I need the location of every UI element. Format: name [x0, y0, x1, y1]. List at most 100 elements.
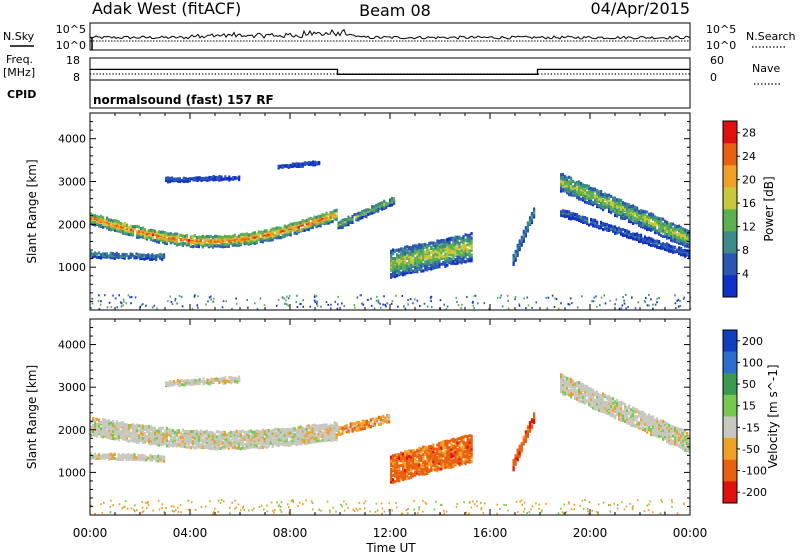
echo-cell	[442, 442, 445, 446]
echo-cell	[564, 383, 567, 387]
echo-cell	[600, 396, 603, 400]
echo-cell	[97, 456, 101, 460]
echo-cell	[396, 266, 399, 270]
echo-cell	[578, 185, 581, 189]
echo-cell	[394, 473, 397, 477]
echo-cell	[135, 233, 139, 237]
echo-cell	[638, 209, 641, 213]
echo-cell	[408, 469, 411, 473]
echo-cell	[175, 243, 178, 247]
echo-cell	[203, 438, 206, 442]
echo-cell	[159, 459, 162, 463]
echo-cell	[212, 380, 215, 384]
echo-cell	[151, 440, 155, 444]
echo-cell	[648, 218, 651, 223]
echo-cell	[239, 443, 242, 447]
echo-cell	[157, 439, 161, 443]
noise-speckle	[120, 302, 123, 305]
echo-cell	[257, 446, 260, 450]
echo-cell	[638, 239, 641, 244]
echo-cell	[201, 234, 204, 238]
echo-cell	[133, 455, 136, 459]
noise-speckle	[283, 297, 286, 300]
echo-cell	[273, 431, 276, 435]
noise-speckle	[314, 301, 316, 304]
noise-speckle	[167, 300, 169, 303]
echo-cell	[307, 433, 310, 437]
echo-cell	[257, 438, 260, 442]
echo-cell	[177, 242, 180, 246]
echo-cell	[428, 241, 431, 245]
noise-speckle	[648, 304, 650, 307]
echo-cell	[610, 409, 613, 413]
echo-cell	[568, 187, 571, 191]
echo-cell	[159, 233, 163, 237]
echo-cell	[123, 224, 127, 228]
echo-cell	[139, 434, 143, 438]
echo-cell	[568, 189, 571, 193]
echo-cell	[614, 406, 617, 410]
echo-cell	[646, 419, 649, 423]
echo-cell	[586, 399, 589, 403]
echo-cell	[664, 243, 667, 247]
echo-cell	[658, 217, 661, 221]
echo-cell	[440, 441, 443, 445]
echo-cell	[263, 437, 266, 441]
echo-cell	[390, 467, 393, 471]
echo-cell	[650, 224, 653, 229]
echo-cell	[412, 459, 415, 463]
echo-cell	[277, 230, 280, 234]
echo-cell	[396, 462, 399, 467]
echo-cell	[203, 235, 206, 239]
echo-cell	[562, 187, 565, 191]
echo-cell	[339, 224, 342, 228]
echo-cell	[442, 459, 445, 463]
echo-cell	[402, 461, 405, 465]
echo-cell	[428, 248, 431, 252]
echo-cell	[137, 229, 141, 234]
echo-cell	[468, 444, 471, 448]
echo-cell	[224, 175, 227, 179]
echo-cell	[143, 425, 147, 429]
echo-cell	[317, 431, 320, 436]
echo-cell	[462, 240, 465, 245]
echo-cell	[123, 230, 127, 234]
echo-cell	[139, 424, 143, 428]
echo-cell	[452, 437, 455, 441]
echo-cell	[110, 221, 113, 225]
echo-cell	[594, 393, 597, 397]
echo-cell	[678, 227, 681, 231]
echo-cell	[195, 434, 198, 438]
echo-cell	[213, 438, 216, 443]
echo-cell	[660, 246, 663, 250]
echo-cell	[392, 257, 395, 261]
echo-cell	[351, 422, 354, 426]
echo-cell	[104, 224, 107, 228]
echo-cell	[636, 415, 639, 419]
echo-cell	[434, 252, 437, 256]
echo-cell	[610, 398, 613, 402]
echo-cell	[616, 227, 619, 231]
echo-cell	[369, 208, 372, 212]
echo-cell	[265, 433, 268, 437]
echo-cell	[656, 245, 659, 249]
echo-cell	[234, 379, 237, 383]
echo-cell	[666, 236, 669, 240]
echo-cell	[97, 255, 101, 259]
echo-cell	[182, 179, 185, 183]
echo-cell	[650, 428, 653, 432]
echo-cell	[163, 442, 167, 446]
echo-cell	[572, 385, 575, 389]
echo-cell	[153, 239, 157, 243]
echo-cell	[572, 214, 575, 218]
echo-cell	[678, 246, 681, 250]
echo-cell	[271, 234, 274, 238]
echo-cell	[171, 444, 174, 448]
echo-cell	[568, 212, 571, 216]
noise-speckle	[247, 306, 249, 309]
echo-cell	[460, 454, 463, 458]
echo-cell	[582, 187, 585, 191]
echo-cell	[394, 261, 397, 265]
echo-cell	[163, 241, 167, 245]
noise-speckle	[419, 305, 421, 307]
